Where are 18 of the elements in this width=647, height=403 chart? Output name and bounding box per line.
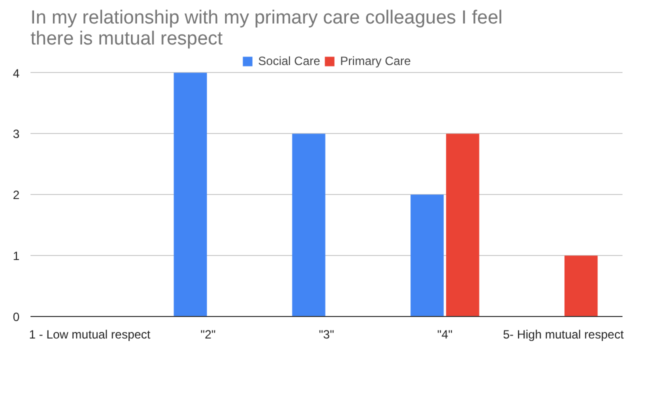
- y-tick-label: 1: [12, 249, 20, 264]
- x-tick-label: 5- High mutual respect: [502, 328, 624, 342]
- x-tick-label: 1 - Low mutual respect: [29, 328, 152, 342]
- bar: [446, 134, 480, 316]
- x-tick-label: "4": [437, 328, 453, 342]
- y-tick-label: 3: [12, 127, 20, 142]
- y-tick-label: 0: [12, 310, 20, 324]
- y-tick-label: 4: [12, 66, 20, 80]
- y-tick-label: 2: [12, 188, 20, 202]
- bar: [410, 194, 444, 316]
- x-tick-label: "3": [318, 328, 334, 342]
- x-tick-label: "2": [200, 328, 216, 342]
- legend-label: Primary Care: [340, 54, 411, 68]
- bar: [564, 256, 598, 316]
- legend-label: Social Care: [258, 54, 320, 68]
- chart-title: In my relationship with my primary care colleagues I feel there is mutual respect: [30, 8, 503, 50]
- bar: [174, 72, 207, 316]
- bar: [292, 134, 326, 316]
